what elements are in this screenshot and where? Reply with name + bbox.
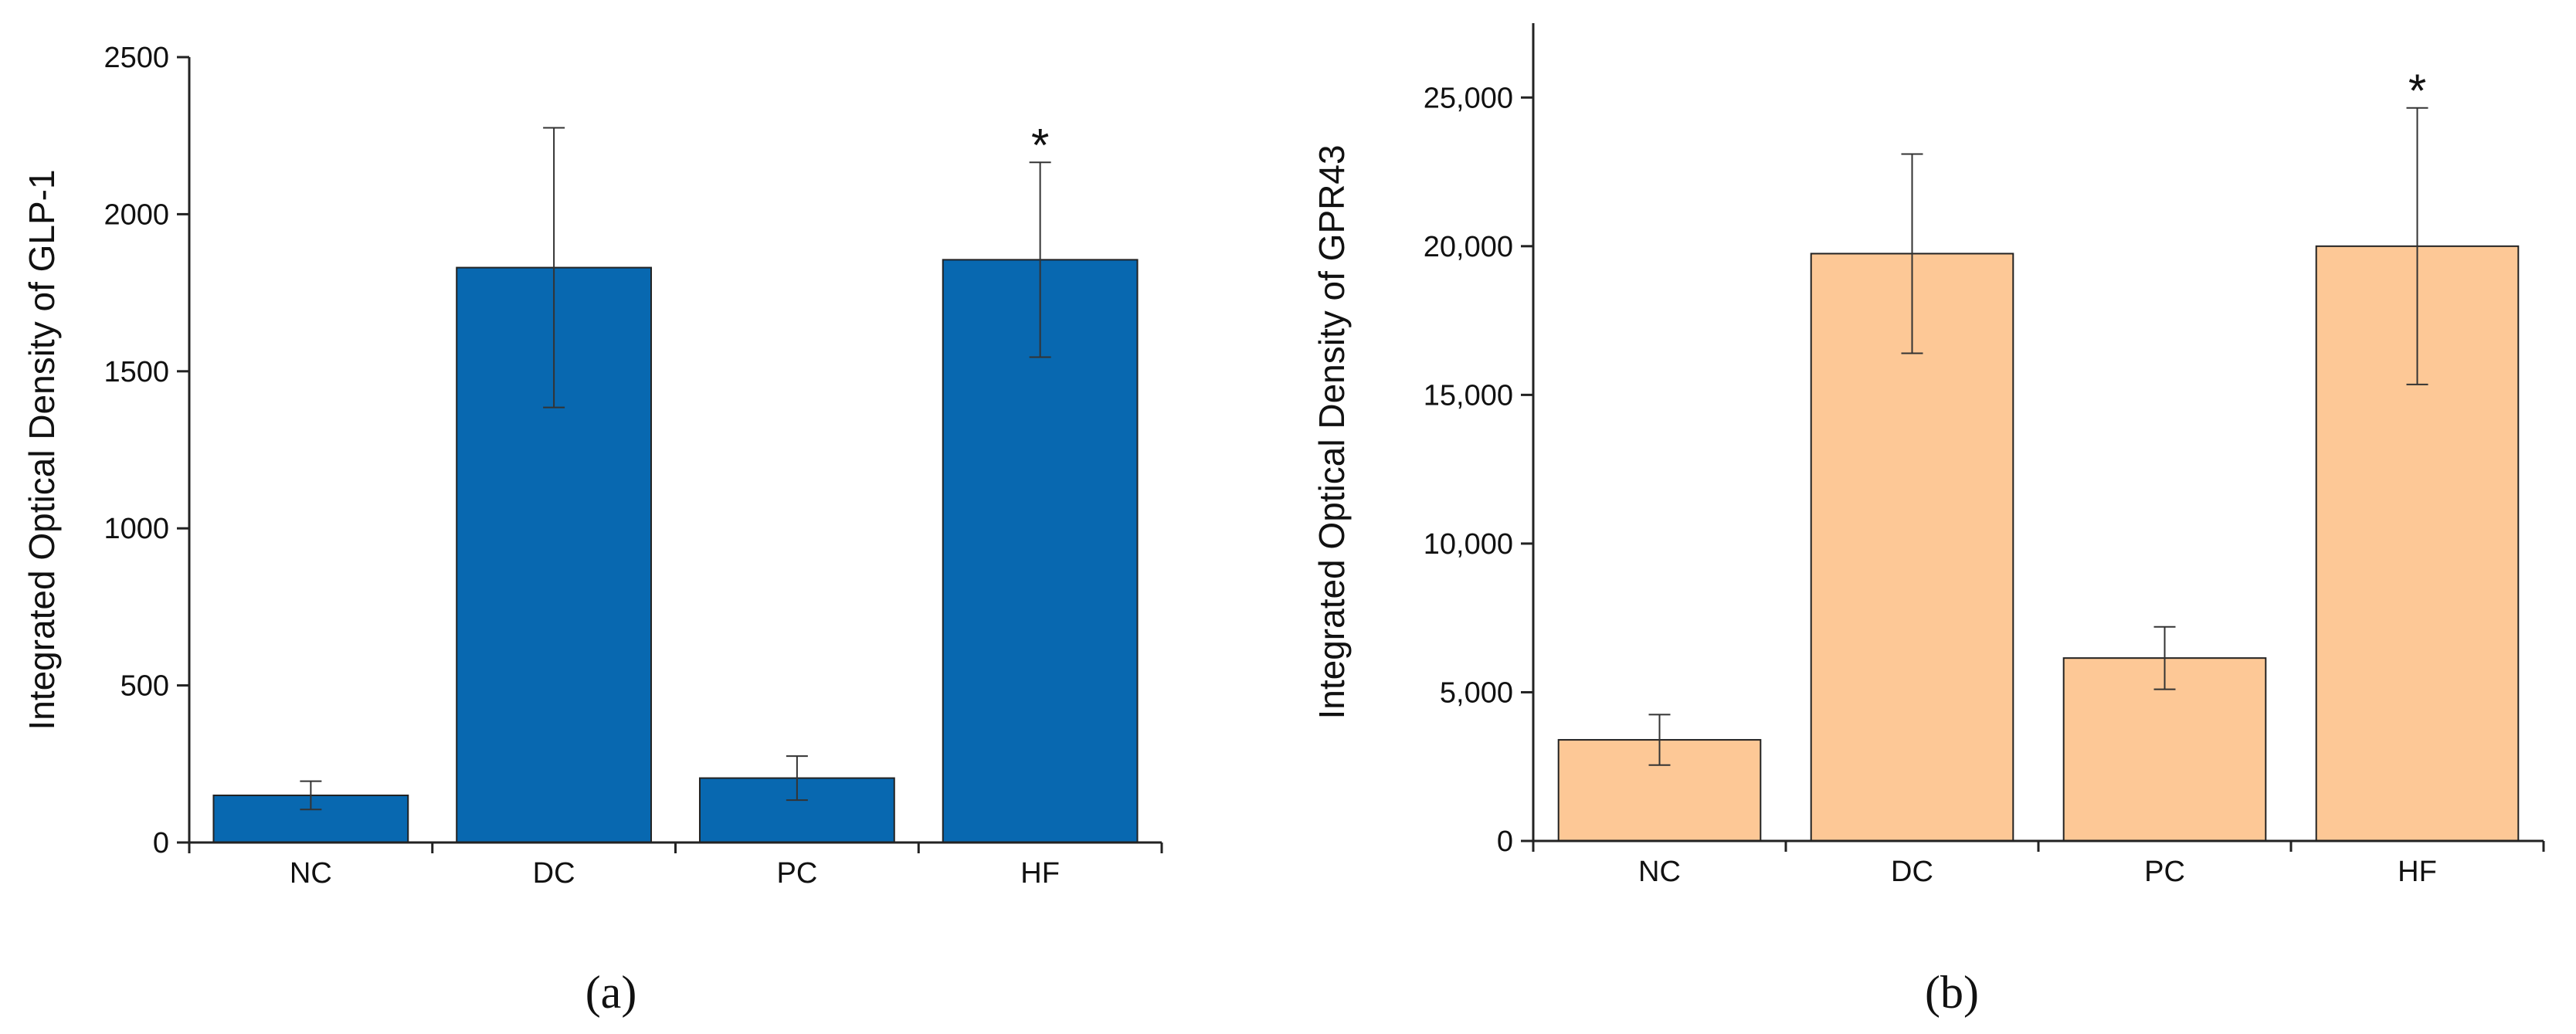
x-tick-label: DC [533, 857, 575, 890]
x-tick-label: PC [776, 857, 817, 890]
error-bar [1901, 153, 1923, 354]
y-tick-label: 2000 [104, 198, 169, 231]
error-bar [1029, 161, 1051, 358]
y-tick-label: 15,000 [1424, 379, 1513, 412]
y-tick-label: 0 [153, 827, 169, 859]
y-tick-label: 2500 [104, 42, 169, 74]
caption: (b) [1925, 967, 1979, 1018]
y-axis-label: Integrated Optical Density of GPR43 [1312, 144, 1352, 719]
y-tick-label: 20,000 [1424, 231, 1513, 263]
error-bar [1648, 714, 1671, 766]
y-tick-label: 5,000 [1440, 676, 1513, 709]
error-bar [543, 127, 565, 409]
x-tick-label: HF [1020, 857, 1060, 890]
y-axis-label: Integrated Optical Density of GLP-1 [22, 169, 62, 730]
error-bar [2406, 107, 2428, 385]
y-tick-label: 500 [120, 670, 169, 703]
y-tick-label: 1500 [104, 356, 169, 388]
error-bar [786, 755, 808, 802]
y-tick-label: 10,000 [1424, 528, 1513, 561]
y-tick-label: 25,000 [1424, 82, 1513, 114]
annotation: * [1031, 119, 1049, 171]
x-tick-label: NC [290, 857, 332, 890]
x-tick-label: PC [2144, 856, 2185, 888]
x-tick-label: HF [2398, 856, 2437, 888]
error-bar [300, 780, 322, 811]
x-tick-label: DC [1891, 856, 1933, 888]
y-tick-label: 0 [1497, 826, 1513, 858]
annotation: * [2408, 65, 2426, 117]
y-tick-label: 1000 [104, 513, 169, 545]
error-bar [2153, 625, 2176, 690]
x-tick-label: NC [1638, 856, 1681, 888]
caption: (a) [585, 967, 637, 1018]
